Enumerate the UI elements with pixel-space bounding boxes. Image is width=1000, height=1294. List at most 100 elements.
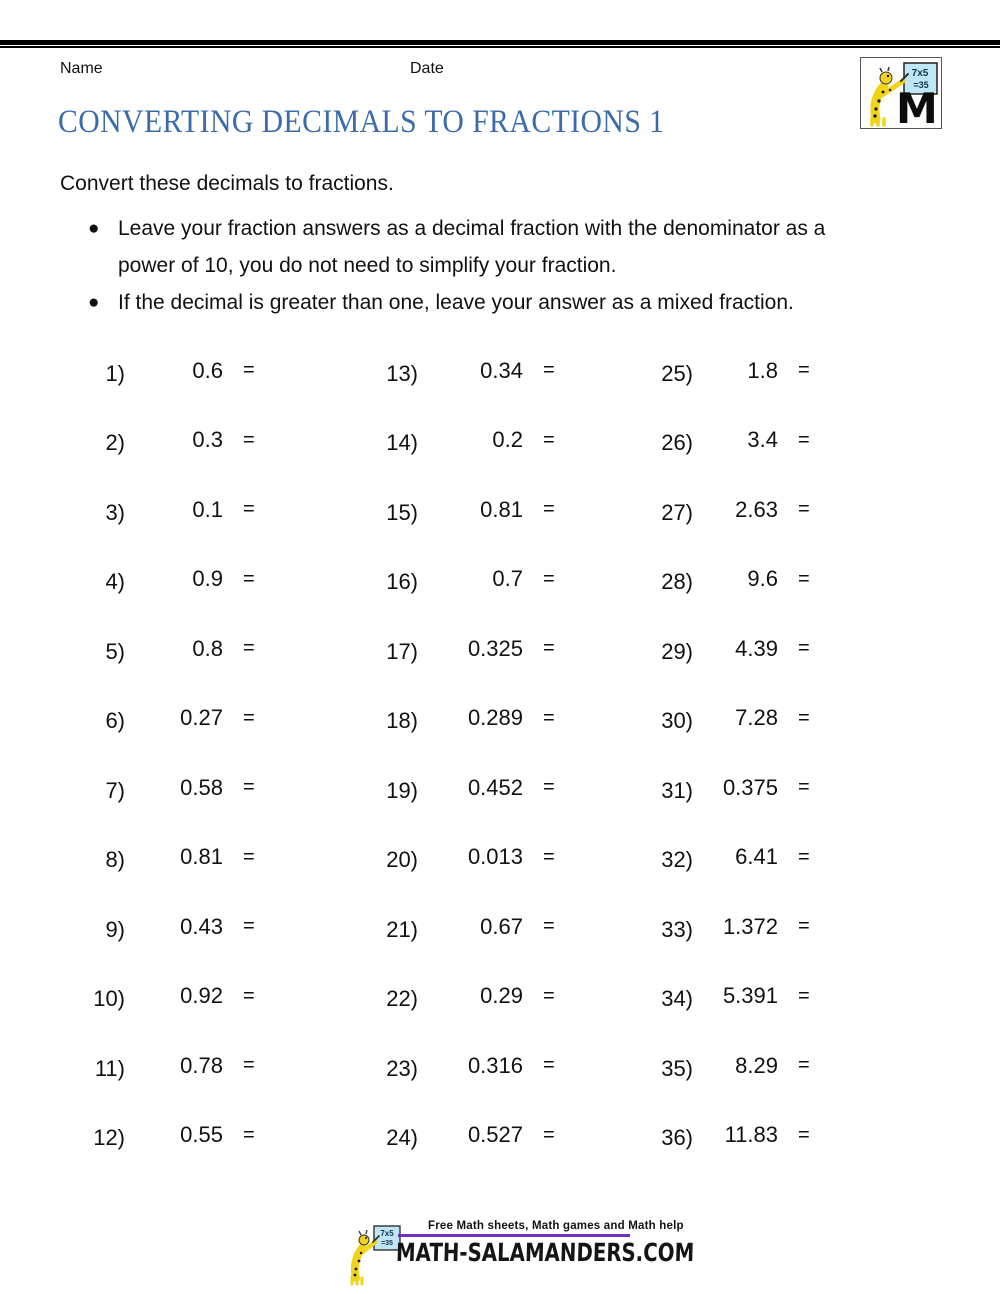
problem-row: 26) 3.4 = (628, 406, 810, 476)
problem-number: 10) (93, 986, 125, 1012)
problem-row: 10) 0.92 = (60, 962, 255, 1032)
problem-number: 24) (386, 1125, 418, 1151)
problem-number: 5) (105, 638, 125, 664)
equals-sign: = (543, 776, 555, 799)
equals-sign: = (243, 1054, 255, 1077)
problem-row: 33) 1.372 = (628, 892, 810, 962)
problem-decimal: 0.58 (180, 774, 223, 800)
problem-decimal: 0.43 (180, 913, 223, 939)
instruction-bullet-1: ● Leave your fraction answers as a decima… (88, 210, 948, 284)
bullet-icon: ● (88, 218, 100, 239)
problem-row: 35) 8.29 = (628, 1031, 809, 1101)
problem-number: 7) (105, 777, 125, 803)
problem-decimal: 11.83 (724, 1122, 778, 1148)
problem-row: 12) 0.55 = (60, 1101, 255, 1171)
problem-decimal: 7.28 (735, 705, 778, 731)
problem-number: 26) (661, 430, 693, 456)
problem-decimal: 0.8 (192, 635, 223, 661)
problem-decimal: 0.9 (192, 566, 223, 592)
footer-text-block: Free Math sheets, Math games and Math he… (396, 1220, 773, 1267)
problem-row: 17) 0.325 = (353, 614, 554, 684)
equals-sign: = (798, 845, 810, 868)
problem-number: 32) (661, 847, 693, 873)
giraffe-figure (870, 66, 909, 127)
date-label: Date (410, 60, 444, 77)
problem-decimal: 8.29 (735, 1052, 778, 1078)
problem-row: 34) 5.391 = (628, 962, 809, 1032)
problem-decimal: 1.8 (747, 357, 778, 383)
problem-row: 25) 1.8 = (628, 336, 810, 406)
problem-number: 12) (93, 1125, 125, 1151)
problem-decimal: 0.527 (467, 1122, 523, 1148)
problem-number: 36) (661, 1125, 693, 1151)
problem-number: 27) (661, 499, 693, 525)
problem-number: 30) (661, 708, 693, 734)
equals-sign: = (243, 845, 255, 868)
problems-column-2: 13) 0.34 = 14) 0.2 = 15) 0.81 = 16) 0.7 … (353, 336, 555, 1171)
problem-decimal: 2.63 (735, 496, 778, 522)
problem-row: 28) 9.6 = (628, 545, 809, 615)
problem-decimal: 0.29 (480, 983, 523, 1009)
instruction-bullet-2: ● If the decimal is greater than one, lea… (88, 284, 948, 321)
logo-letter-m: M (896, 84, 938, 127)
problem-number: 31) (661, 777, 693, 803)
footer-giraffe-icon: 7x5 =35 (350, 1225, 401, 1286)
problem-decimal: 0.1 (192, 496, 223, 522)
problem-number: 2) (105, 430, 125, 456)
problem-row: 9) 0.43 = (60, 892, 255, 962)
problem-number: 33) (661, 916, 693, 942)
equals-sign: = (543, 915, 555, 938)
problem-row: 11) 0.78 = (60, 1031, 255, 1101)
instructions-intro: Convert these decimals to fractions. (60, 172, 394, 195)
problem-decimal: 4.39 (735, 635, 778, 661)
problem-decimal: 0.2 (492, 427, 523, 453)
logo-board-text-1: 7x5 (912, 68, 929, 79)
problem-number: 29) (661, 638, 693, 664)
equals-sign: = (543, 498, 555, 521)
footer-tagline: Free Math sheets, Math games and Math he… (428, 1220, 684, 1232)
problem-row: 4) 0.9 = (60, 545, 254, 615)
problem-number: 16) (386, 569, 418, 595)
footer-giraffe-figure (350, 1229, 380, 1286)
problem-row: 5) 0.8 = (60, 614, 254, 684)
equals-sign: = (243, 1123, 255, 1146)
problem-row: 24) 0.527 = (353, 1101, 554, 1171)
problem-row: 3) 0.1 = (60, 475, 254, 545)
problem-decimal: 0.7 (492, 566, 523, 592)
problem-decimal: 0.325 (467, 635, 523, 661)
footer-board-text-2: =35 (381, 1240, 393, 1247)
equals-sign: = (798, 915, 810, 938)
problem-number: 18) (386, 708, 418, 734)
problem-decimal: 6.41 (735, 844, 778, 870)
problem-decimal: 9.6 (747, 566, 778, 592)
logo-board-text-2: =35 (913, 80, 928, 90)
problem-decimal: 0.81 (180, 844, 223, 870)
equals-sign: = (798, 637, 810, 660)
problem-number: 13) (386, 360, 418, 386)
equals-sign: = (243, 984, 255, 1007)
problem-number: 9) (105, 916, 125, 942)
equals-sign: = (543, 567, 555, 590)
problem-number: 14) (386, 430, 418, 456)
problem-number: 15) (386, 499, 418, 525)
problem-row: 22) 0.29 = (353, 962, 555, 1032)
problem-decimal: 0.81 (480, 496, 523, 522)
problem-decimal: 3.4 (747, 427, 778, 453)
problem-decimal: 0.289 (467, 705, 523, 731)
problem-row: 15) 0.81 = (353, 475, 555, 545)
problem-number: 34) (661, 986, 693, 1012)
problem-row: 20) 0.013 = (353, 823, 554, 893)
equals-sign: = (798, 1123, 810, 1146)
equals-sign: = (243, 915, 255, 938)
problem-row: 14) 0.2 = (353, 406, 554, 476)
problem-decimal: 0.78 (180, 1052, 223, 1078)
equals-sign: = (798, 359, 810, 382)
footer-branding: 7x5 =35 Free Math sheets, Math games a (344, 1220, 773, 1288)
problem-row: 32) 6.41 = (628, 823, 810, 893)
problem-decimal: 0.55 (180, 1122, 223, 1148)
equals-sign: = (543, 984, 555, 1007)
equals-sign: = (243, 776, 255, 799)
math-salamanders-logo: 7x5 =35 M (860, 57, 942, 129)
equals-sign: = (798, 428, 810, 451)
